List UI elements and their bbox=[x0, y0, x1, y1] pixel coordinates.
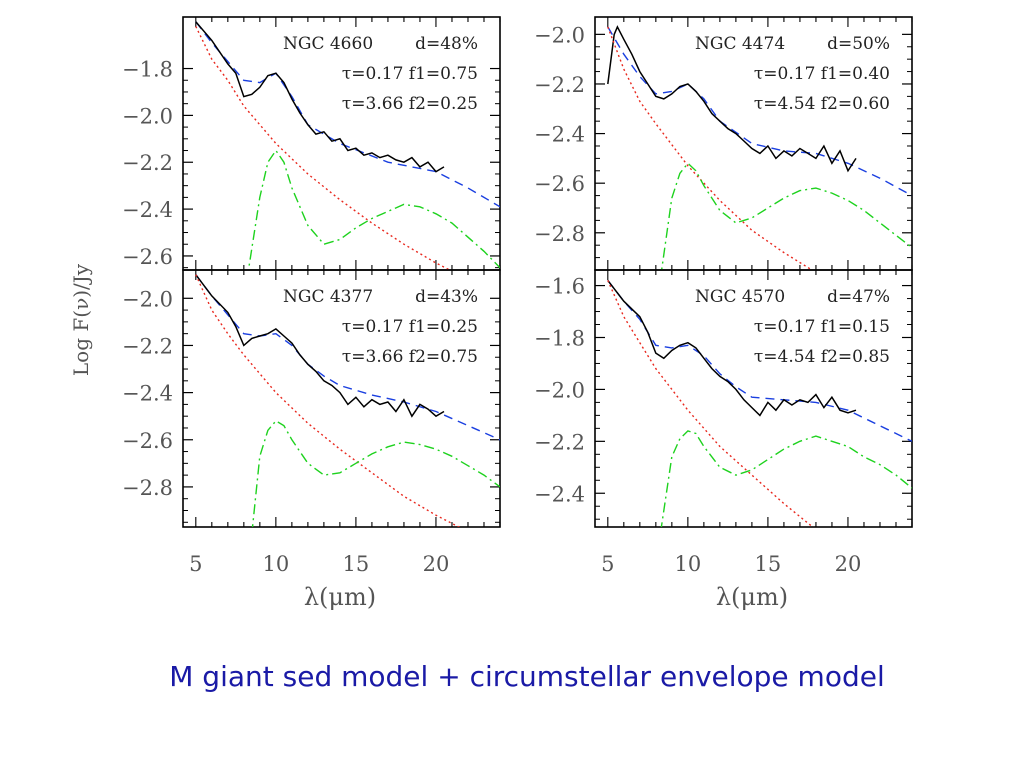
envelope-2-label: τ=4.54 f2=0.60 bbox=[754, 94, 890, 114]
y-tick-label: −2.2 bbox=[122, 151, 173, 175]
x-axis-label-left: λ(μm) bbox=[304, 583, 376, 611]
slide-caption: M giant sed model + circumstellar envelo… bbox=[169, 660, 885, 693]
y-tick-label: −2.2 bbox=[534, 73, 585, 97]
x-tick-label: 5 bbox=[189, 552, 202, 576]
panel-ngc4474: −2.0 −2.2 −2.4 −2.6 −2.8 NGC 4474 d=50% τ=0.17 … bbox=[534, 16, 913, 271]
y-tick-label: −2.2 bbox=[534, 430, 585, 454]
y-tick-label: −2.0 bbox=[122, 104, 173, 128]
x-tick-label: 15 bbox=[755, 552, 782, 576]
y-axis-label: Log F(ν)/Jy bbox=[69, 263, 93, 376]
x-tick-label: 5 bbox=[601, 552, 614, 576]
y-tick-label: −2.8 bbox=[534, 222, 585, 246]
y-tick-label: −2.6 bbox=[122, 245, 173, 269]
series-group bbox=[195, 274, 500, 527]
panel-ngc4570: −1.6 −1.8 −2.0 −2.2 −2.4 NGC 4570 d=47% τ=0.17 … bbox=[534, 269, 913, 528]
envelope-model-line bbox=[660, 430, 912, 527]
x-tick-label: 20 bbox=[423, 552, 450, 576]
dust-fraction-label: d=43% bbox=[415, 287, 478, 307]
dust-fraction-label: d=48% bbox=[415, 34, 478, 54]
envelope-1-label: τ=0.17 f1=0.75 bbox=[342, 64, 478, 84]
model-total-line bbox=[607, 26, 912, 197]
galaxy-name-label: NGC 4660 bbox=[283, 34, 373, 54]
observed-spectrum-line bbox=[607, 25, 857, 173]
panel-frame bbox=[182, 16, 501, 271]
y-tick-label: −2.4 bbox=[534, 482, 585, 506]
panel-ngc4377: −2.0 −2.2 −2.4 −2.6 −2.8 NGC 4377 d=43% τ=0.17 … bbox=[122, 269, 501, 528]
envelope-2-label: τ=4.54 f2=0.85 bbox=[754, 347, 890, 367]
bottom-axis-right: 5 10 15 20 bbox=[601, 552, 861, 576]
observed-spectrum-line bbox=[195, 274, 445, 418]
galaxy-name-label: NGC 4474 bbox=[695, 34, 785, 54]
y-tick-label: −2.0 bbox=[534, 378, 585, 402]
series-group bbox=[607, 25, 912, 270]
x-tick-label: 10 bbox=[262, 552, 289, 576]
panel-ngc4660: −1.8 −2.0 −2.2 −2.4 −2.6 NGC 4660 d=48% τ=0.17 … bbox=[122, 16, 501, 271]
envelope-2-label: τ=3.66 f2=0.75 bbox=[342, 347, 478, 367]
y-tick-label: −2.0 bbox=[122, 287, 173, 311]
y-tick-label: −2.8 bbox=[122, 476, 173, 500]
envelope-model-line bbox=[247, 149, 500, 270]
y-tick-label: −2.2 bbox=[122, 334, 173, 358]
series-group bbox=[607, 279, 912, 527]
y-tick-label: −1.6 bbox=[534, 275, 585, 299]
galaxy-name-label: NGC 4377 bbox=[283, 287, 373, 307]
envelope-model-line bbox=[251, 419, 500, 527]
dust-fraction-label: d=47% bbox=[827, 287, 890, 307]
envelope-1-label: τ=0.17 f1=0.15 bbox=[754, 317, 890, 337]
panel-frame bbox=[594, 269, 913, 528]
x-tick-label: 10 bbox=[674, 552, 701, 576]
panel-frame bbox=[182, 269, 501, 528]
y-tick-label: −1.8 bbox=[122, 58, 173, 82]
stellar-model-line bbox=[195, 26, 452, 270]
y-tick-label: −2.6 bbox=[122, 429, 173, 453]
observed-spectrum-line bbox=[195, 21, 445, 173]
dust-fraction-label: d=50% bbox=[827, 34, 890, 54]
y-tick-label: −2.4 bbox=[122, 382, 173, 406]
panel-frame bbox=[594, 16, 913, 271]
stellar-model-line bbox=[195, 274, 461, 527]
x-axis-label-right: λ(μm) bbox=[716, 583, 788, 611]
x-tick-label: 15 bbox=[343, 552, 370, 576]
envelope-2-label: τ=3.66 f2=0.25 bbox=[342, 94, 478, 114]
y-tick-label: −1.8 bbox=[534, 326, 585, 350]
bottom-axis-left: 5 10 15 20 bbox=[189, 552, 449, 576]
observed-spectrum-line bbox=[607, 279, 857, 417]
stellar-model-line bbox=[607, 26, 814, 270]
envelope-1-label: τ=0.17 f1=0.40 bbox=[754, 64, 890, 84]
series-group bbox=[195, 21, 500, 270]
y-tick-label: −2.0 bbox=[534, 23, 585, 47]
y-tick-label: −2.4 bbox=[122, 198, 173, 222]
y-tick-label: −2.6 bbox=[534, 172, 585, 196]
x-tick-label: 20 bbox=[835, 552, 862, 576]
envelope-model-line bbox=[660, 162, 912, 270]
envelope-1-label: τ=0.17 f1=0.25 bbox=[342, 317, 478, 337]
y-tick-label: −2.4 bbox=[534, 123, 585, 147]
galaxy-name-label: NGC 4570 bbox=[695, 287, 785, 307]
